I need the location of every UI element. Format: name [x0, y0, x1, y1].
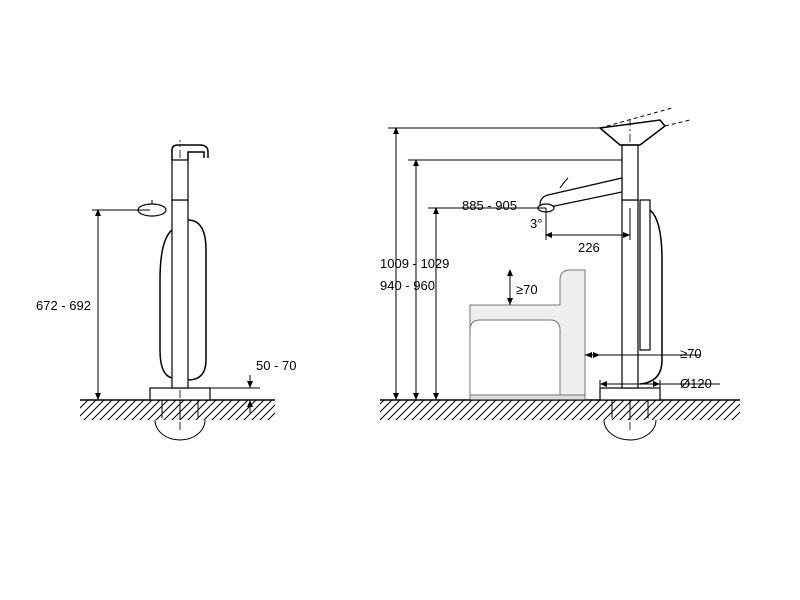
right-view: 3° 1009 - 1029 940 - 960 885 - 905 226 ≥… — [380, 108, 740, 440]
dim-clearance-top: ≥70 — [516, 282, 538, 297]
dim-spout-h: 885 - 905 — [462, 198, 517, 213]
dim-left-base: 50 - 70 — [256, 358, 296, 373]
dim-mid-h: 940 - 960 — [380, 278, 435, 293]
left-view: 672 - 692 50 - 70 — [36, 140, 296, 440]
dim-clearance-side: ≥70 — [680, 346, 702, 361]
dim-reach: 226 — [578, 240, 600, 255]
dim-overall-h: 1009 - 1029 — [380, 256, 449, 271]
dim-left-height: 672 - 692 — [36, 298, 91, 313]
dim-angle: 3° — [530, 216, 542, 231]
dim-base-dia: Ø120 — [680, 376, 712, 391]
technical-drawing: 672 - 692 50 - 70 3° — [0, 0, 800, 600]
